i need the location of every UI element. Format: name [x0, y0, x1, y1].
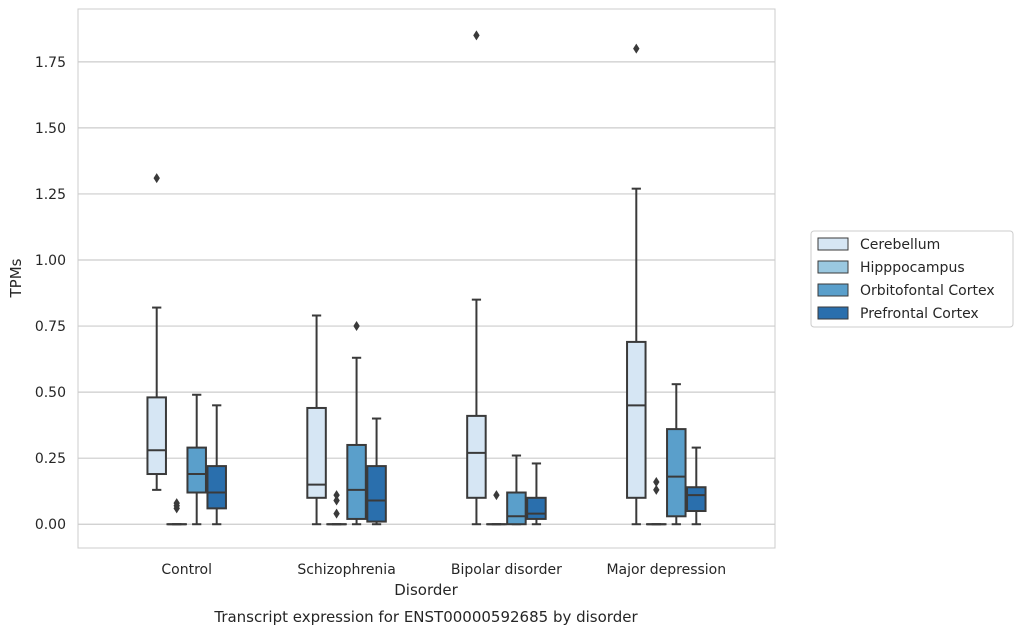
- legend-swatch: [817, 306, 849, 320]
- outlier-point: [353, 321, 360, 332]
- box: [306, 406, 327, 499]
- outlier-point: [653, 476, 660, 487]
- plot-frame: [77, 8, 776, 549]
- y-tick-label: 1.25: [35, 187, 66, 203]
- legend-items: Cerebellum Hipppocampus Orbitofontal Corte…: [817, 237, 995, 322]
- y-axis-label: TPMs: [7, 258, 25, 298]
- outlier-point: [333, 508, 340, 519]
- box-group: [346, 321, 367, 526]
- legend-label: Hipppocampus: [860, 260, 965, 276]
- box: [686, 486, 707, 513]
- outlier-point: [493, 490, 500, 501]
- box-group: [166, 498, 187, 526]
- box-group: [326, 490, 347, 526]
- outlier-point: [333, 490, 340, 501]
- chart-caption: Transcript expression for ENST0000059268…: [213, 608, 638, 626]
- x-tick-label: Major depression: [606, 562, 726, 578]
- y-tick-label: 0.50: [35, 385, 66, 401]
- box: [466, 414, 487, 499]
- legend: Cerebellum Hipppocampus Orbitofontal Corte…: [810, 230, 1014, 328]
- legend-label: Cerebellum: [860, 237, 940, 253]
- box: [526, 496, 547, 520]
- legend-frame: [810, 230, 1014, 328]
- box: [366, 465, 387, 523]
- outlier-point: [173, 498, 180, 509]
- y-tick-label: 0.00: [35, 517, 66, 533]
- box-group: [146, 173, 167, 491]
- box-group: [366, 417, 387, 526]
- legend-label: Prefrontal Cortex: [860, 306, 979, 322]
- box-group: [466, 30, 487, 526]
- box-group: [506, 454, 527, 526]
- box: [346, 443, 367, 520]
- y-tick-labels: 0.00 0.25 0.50 0.75 1.00 1.25 1.50 1.75: [35, 55, 66, 533]
- outlier-point: [333, 495, 340, 506]
- box: [626, 340, 647, 499]
- legend-label: Orbitofontal Cortex: [860, 283, 995, 299]
- box-group: [686, 446, 707, 526]
- y-tick-label: 1.50: [35, 121, 66, 137]
- outlier-point: [473, 30, 480, 41]
- outlier-point: [653, 484, 660, 495]
- legend-swatch: [817, 237, 849, 251]
- box: [506, 491, 527, 526]
- box-group: [646, 476, 667, 526]
- box-group: [666, 383, 687, 526]
- legend-swatch: [817, 260, 849, 274]
- x-tick-label: Bipolar disorder: [451, 562, 562, 578]
- box-group: [206, 404, 227, 526]
- x-tick-label: Control: [161, 562, 212, 578]
- box: [146, 396, 167, 476]
- y-tick-label: 0.25: [35, 451, 66, 467]
- box-group: [526, 462, 547, 526]
- y-tick-label: 1.00: [35, 253, 66, 269]
- box-group: [186, 393, 207, 526]
- outlier-point: [633, 43, 640, 54]
- box-group: [486, 490, 507, 526]
- boxes: [146, 30, 707, 526]
- x-tick-label: Schizophrenia: [297, 562, 395, 578]
- box: [186, 446, 207, 494]
- legend-swatch: [817, 283, 849, 297]
- box: [666, 428, 687, 518]
- box-group: [626, 43, 647, 526]
- box-group: [306, 314, 327, 526]
- y-tick-label: 0.75: [35, 319, 66, 335]
- outlier-point: [153, 173, 160, 184]
- y-tick-label: 1.75: [35, 55, 66, 71]
- x-axis-label: Disorder: [394, 581, 458, 599]
- box: [206, 465, 227, 510]
- x-tick-labels: Control Schizophrenia Bipolar disorder Majo…: [161, 562, 726, 578]
